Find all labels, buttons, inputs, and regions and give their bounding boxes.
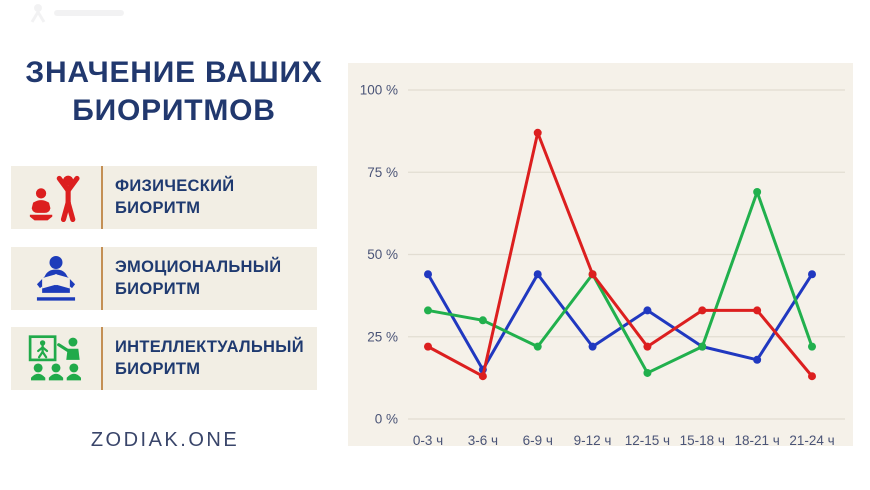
legend-divider	[101, 247, 103, 310]
legend-label-physical: ФИЗИЧЕСКИЙ БИОРИТМ	[103, 166, 234, 229]
y-axis-tick-label: 25 %	[367, 329, 398, 344]
data-point	[698, 342, 707, 351]
brand-wordmark: ZODIAK.ONE	[90, 429, 240, 451]
presentation-icon	[11, 327, 101, 390]
data-point	[533, 342, 542, 351]
logo-mark-icon	[30, 4, 124, 23]
legend-label-line2: БИОРИТМ	[115, 198, 201, 217]
data-point	[424, 270, 432, 279]
y-axis-tick-label: 100 %	[360, 83, 398, 98]
data-point	[478, 316, 487, 325]
data-point	[533, 270, 542, 279]
series-line	[426, 131, 814, 378]
x-axis-tick-label: 18-21 ч	[734, 433, 779, 446]
data-point	[643, 368, 652, 377]
data-point	[753, 306, 762, 315]
legend-label-line2: БИОРИТМ	[115, 279, 201, 298]
series-line	[426, 272, 814, 372]
page-title-line2: БИОРИТМОВ	[72, 93, 276, 127]
series-line	[426, 190, 814, 375]
y-axis-tick-label: 75 %	[367, 165, 398, 180]
reading-icon	[11, 247, 101, 310]
data-point	[588, 270, 597, 279]
page-title: ЗНАЧЕНИЕ ВАШИХ БИОРИТМОВ	[0, 54, 348, 129]
x-axis-tick-label: 3-6 ч	[468, 433, 498, 446]
data-point	[478, 372, 487, 381]
line-chart: 100 % 75 % 50 % 25 % 0 % 0-3 ч 3-6 ч 6-9 ч 9-12 …	[360, 83, 845, 446]
legend-divider	[101, 327, 103, 390]
legend-item-physical: ФИЗИЧЕСКИЙ БИОРИТМ	[11, 166, 317, 229]
data-point	[643, 306, 652, 315]
x-axis-tick-label: 6-9 ч	[523, 433, 553, 446]
legend-label-intellectual: ИНТЕЛЛЕКТУАЛЬНЫЙ БИОРИТМ	[103, 327, 304, 390]
x-axis-tick-label: 12-15 ч	[625, 433, 670, 446]
legend-label-emotional: ЭМОЦИОНАЛЬНЫЙ БИОРИТМ	[103, 247, 281, 310]
logo-watermark	[28, 2, 138, 24]
data-point	[753, 187, 762, 196]
data-point	[808, 342, 816, 351]
legend-item-intellectual: ИНТЕЛЛЕКТУАЛЬНЫЙ БИОРИТМ	[11, 327, 317, 390]
data-point	[698, 306, 707, 315]
x-axis-tick-label: 9-12 ч	[574, 433, 612, 446]
x-axis-tick-label: 0-3 ч	[413, 433, 443, 446]
data-point	[808, 270, 816, 279]
data-point	[753, 355, 762, 364]
biorhythm-chart: 100 % 75 % 50 % 25 % 0 % 0-3 ч 3-6 ч 6-9 ч 9-12 …	[348, 63, 853, 446]
legend-label-line1: ИНТЕЛЛЕКТУАЛЬНЫЙ	[115, 337, 304, 356]
x-axis-tick-label: 15-18 ч	[680, 433, 725, 446]
data-point	[643, 342, 652, 351]
y-axis-tick-label: 0 %	[375, 412, 398, 427]
info-sidebar: ЗНАЧЕНИЕ ВАШИХ БИОРИТМОВ ФИЗИЧЕСКИЙ	[0, 0, 348, 490]
data-point	[533, 128, 542, 137]
legend-label-line1: ЭМОЦИОНАЛЬНЫЙ	[115, 257, 282, 276]
data-point	[424, 306, 432, 315]
data-point	[588, 342, 597, 351]
legend-item-emotional: ЭМОЦИОНАЛЬНЫЙ БИОРИТМ	[11, 247, 317, 310]
legend-label-line2: БИОРИТМ	[115, 359, 201, 378]
x-axis-tick-label: 21-24 ч	[789, 433, 834, 446]
exercise-icon	[11, 166, 101, 229]
data-point	[424, 342, 432, 351]
y-axis-tick-label: 50 %	[367, 247, 398, 262]
legend-divider	[101, 166, 103, 229]
page-title-line1: ЗНАЧЕНИЕ ВАШИХ	[25, 56, 323, 89]
data-point	[808, 372, 816, 381]
legend-label-line1: ФИЗИЧЕСКИЙ	[115, 176, 235, 195]
